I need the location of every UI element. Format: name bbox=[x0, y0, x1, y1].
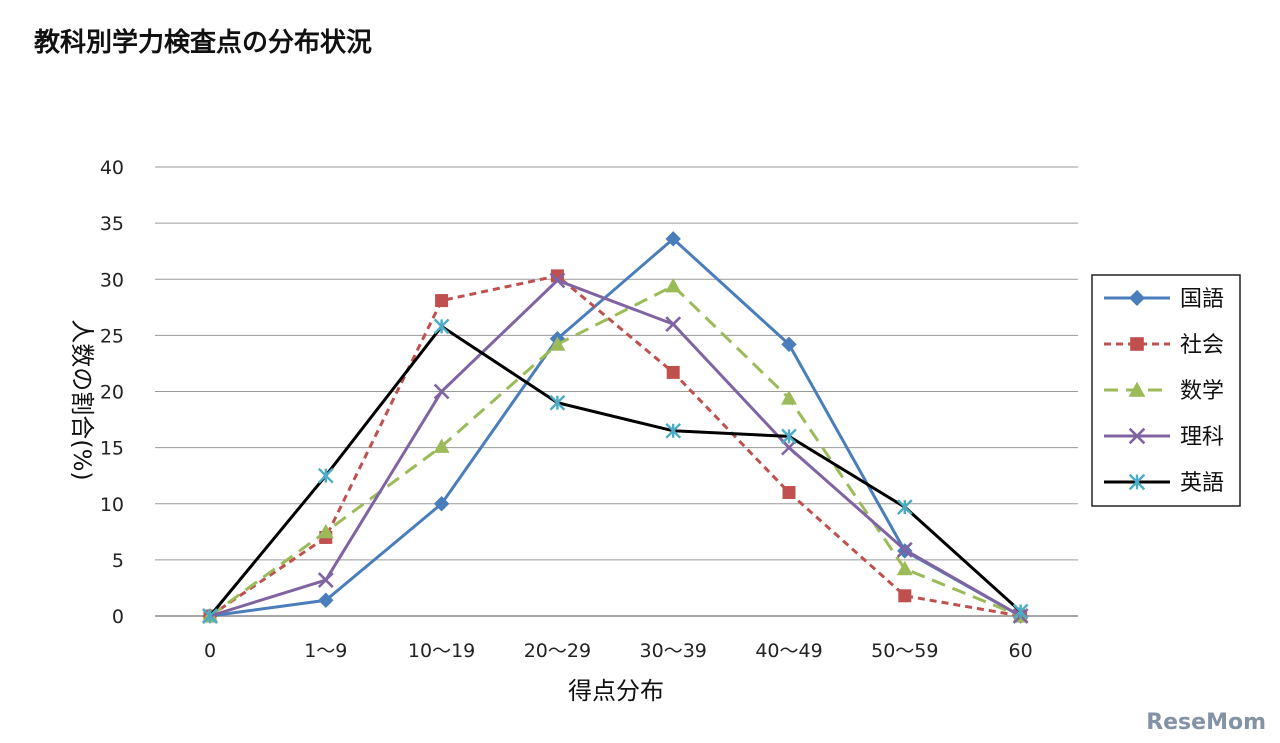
legend-item: 社会 bbox=[1104, 333, 1224, 358]
series-line bbox=[209, 284, 1022, 618]
series-line bbox=[208, 324, 1022, 617]
series-layer bbox=[202, 231, 1029, 624]
y-tick-label: 20 bbox=[100, 382, 124, 404]
y-axis-ticks: 0 5 10 15 20 25 30 35 40 bbox=[100, 157, 124, 628]
triangle-marker bbox=[781, 390, 797, 405]
square-marker bbox=[550, 269, 564, 283]
star-marker bbox=[317, 467, 334, 484]
y-tick-label: 10 bbox=[100, 494, 124, 516]
x-marker bbox=[665, 316, 682, 333]
x-tick-label: 50〜59 bbox=[871, 640, 938, 662]
triangle-marker bbox=[665, 277, 682, 293]
triangle-marker bbox=[549, 336, 566, 351]
diamond-marker bbox=[1128, 289, 1146, 307]
triangle-marker bbox=[317, 523, 334, 539]
star-marker bbox=[433, 318, 450, 335]
y-tick-label: 15 bbox=[100, 438, 124, 460]
x-marker bbox=[896, 541, 913, 558]
x-tick-label: 20〜29 bbox=[524, 640, 591, 662]
square-marker bbox=[435, 294, 449, 308]
triangle-marker bbox=[1128, 381, 1146, 397]
legend-label: 理科 bbox=[1180, 425, 1224, 450]
x-tick-label: 60 bbox=[1009, 640, 1033, 662]
square-marker bbox=[666, 365, 680, 379]
page-title: 教科別学力検査点の分布状況 bbox=[34, 28, 373, 58]
legend-label: 英語 bbox=[1180, 471, 1224, 496]
triangle-marker bbox=[896, 560, 913, 576]
x-axis-ticks: 0 1〜9 10〜19 20〜29 30〜39 40〜49 50〜59 60 bbox=[204, 640, 1033, 662]
x-marker bbox=[433, 383, 450, 400]
legend-item: 国語 bbox=[1104, 287, 1224, 312]
legend-label: 国語 bbox=[1180, 287, 1224, 312]
x-tick-label: 30〜39 bbox=[640, 640, 707, 662]
star-marker bbox=[1012, 603, 1029, 620]
x-tick-label: 10〜19 bbox=[408, 640, 475, 662]
watermark-logo: ReseMom bbox=[1146, 710, 1266, 735]
square-marker bbox=[782, 486, 796, 500]
legend-label: 数学 bbox=[1180, 379, 1224, 404]
y-tick-label: 35 bbox=[100, 213, 124, 235]
star-marker bbox=[896, 499, 913, 515]
star-marker bbox=[665, 422, 682, 439]
gridlines bbox=[155, 166, 1078, 617]
star-marker bbox=[1128, 473, 1146, 491]
star-marker bbox=[202, 608, 218, 624]
series-line bbox=[209, 236, 1022, 618]
y-tick-label: 5 bbox=[112, 550, 124, 572]
diamond-marker bbox=[665, 231, 681, 247]
legend-item: 英語 bbox=[1104, 471, 1224, 496]
x-marker bbox=[1128, 427, 1146, 445]
legend-item: 数学 bbox=[1104, 379, 1224, 404]
square-marker bbox=[898, 589, 912, 603]
legend-label: 社会 bbox=[1180, 333, 1224, 358]
y-tick-label: 40 bbox=[100, 157, 124, 179]
x-marker bbox=[781, 439, 797, 456]
series-数学 bbox=[202, 277, 1029, 623]
y-tick-label: 0 bbox=[112, 606, 124, 628]
legend-item: 理科 bbox=[1104, 425, 1224, 450]
diamond-marker bbox=[318, 592, 334, 608]
series-英語 bbox=[202, 318, 1029, 624]
square-marker bbox=[1130, 337, 1144, 351]
x-marker bbox=[317, 572, 334, 588]
diamond-marker bbox=[781, 336, 797, 353]
y-tick-label: 30 bbox=[100, 269, 124, 291]
diamond-marker bbox=[433, 496, 450, 512]
star-marker bbox=[549, 394, 566, 411]
x-axis-title: 得点分布 bbox=[568, 677, 664, 705]
x-tick-label: 40〜49 bbox=[755, 640, 822, 662]
x-marker bbox=[549, 272, 566, 289]
y-tick-label: 25 bbox=[100, 325, 124, 347]
y-axis-title: 人数の割合(%) bbox=[68, 319, 96, 481]
x-tick-label: 1〜9 bbox=[304, 640, 347, 662]
series-line bbox=[209, 274, 1021, 618]
x-tick-label: 0 bbox=[204, 640, 216, 662]
series-line bbox=[209, 278, 1022, 618]
star-marker bbox=[781, 428, 797, 445]
triangle-marker bbox=[433, 438, 450, 453]
